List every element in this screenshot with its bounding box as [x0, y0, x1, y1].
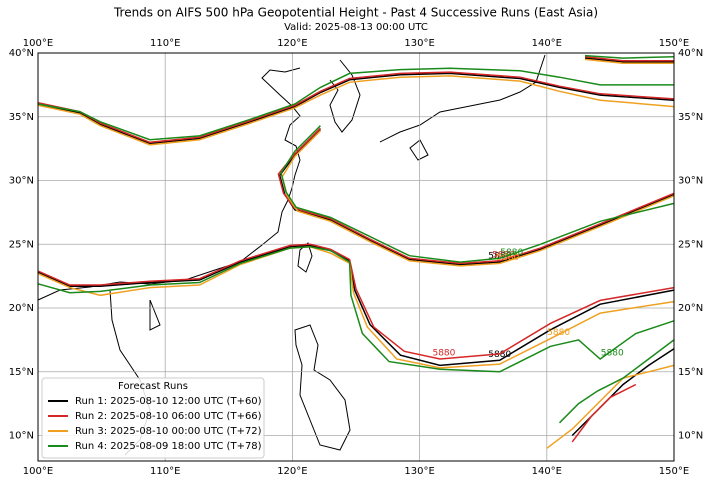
chart-title: Trends on AIFS 500 hPa Geopotential Heig…: [113, 6, 598, 20]
contour-label: 5880: [547, 328, 570, 338]
y-tick-label-left: 15°N: [9, 367, 34, 378]
y-tick-label-right: 15°N: [678, 367, 703, 378]
legend: Forecast Runs Run 1: 2025-08-10 12:00 UT…: [41, 377, 265, 459]
y-tick-label-left: 20°N: [9, 303, 34, 314]
contour-line: [37, 56, 675, 443]
x-tick-label-top: 150°E: [659, 38, 689, 49]
x-tick-label-top: 130°E: [404, 38, 434, 49]
x-tick-label-bottom: 100°E: [23, 466, 53, 477]
x-tick-label-top: 100°E: [23, 38, 53, 49]
contour-label: 5880: [496, 253, 519, 263]
chart-subtitle: Valid: 2025-08-13 00:00 UTC: [284, 22, 428, 33]
contour-label: 5880: [432, 349, 455, 359]
legend-title: Forecast Runs: [118, 381, 188, 392]
y-tick-label-left: 40°N: [9, 48, 34, 59]
x-tick-label-bottom: 150°E: [659, 466, 689, 477]
y-tick-label-left: 10°N: [9, 431, 34, 442]
map-frame: [37, 52, 675, 462]
contour-line: [37, 58, 675, 449]
legend-label: Run 2: 2025-08-10 06:00 UTC (T+66): [75, 411, 262, 422]
legend-label: Run 3: 2025-08-10 00:00 UTC (T+72): [75, 426, 262, 437]
x-tick-label-bottom: 110°E: [150, 466, 180, 477]
y-tick-label-right: 35°N: [678, 112, 703, 123]
y-tick-label-left: 25°N: [9, 239, 34, 250]
contour-label: 5880: [500, 248, 523, 258]
y-tick-label-left: 35°N: [9, 112, 34, 123]
x-tick-label-top: 140°E: [532, 38, 562, 49]
y-tick-label-right: 25°N: [678, 239, 703, 250]
x-tick-label-bottom: 130°E: [404, 466, 434, 477]
contour-line: [37, 54, 675, 424]
y-tick-label-right: 20°N: [678, 303, 703, 314]
contour-label: 5880: [488, 350, 511, 360]
legend-label: Run 1: 2025-08-10 12:00 UTC (T+60): [75, 396, 262, 407]
x-tick-label-top: 110°E: [150, 38, 180, 49]
y-tick-label-right: 40°N: [678, 48, 703, 59]
x-tick-label-bottom: 120°E: [277, 466, 307, 477]
x-tick-label-top: 120°E: [277, 38, 307, 49]
contour-label: 5880: [492, 250, 515, 260]
y-tick-label-right: 10°N: [678, 431, 703, 442]
legend-box: [41, 377, 265, 459]
y-tick-label-right: 30°N: [678, 176, 703, 187]
contour-label: 5880: [488, 252, 511, 262]
contour-label: 5880: [601, 349, 624, 359]
legend-label: Run 4: 2025-08-09 18:00 UTC (T+78): [75, 441, 262, 452]
x-tick-label-bottom: 140°E: [532, 466, 562, 477]
y-tick-label-left: 30°N: [9, 176, 34, 187]
